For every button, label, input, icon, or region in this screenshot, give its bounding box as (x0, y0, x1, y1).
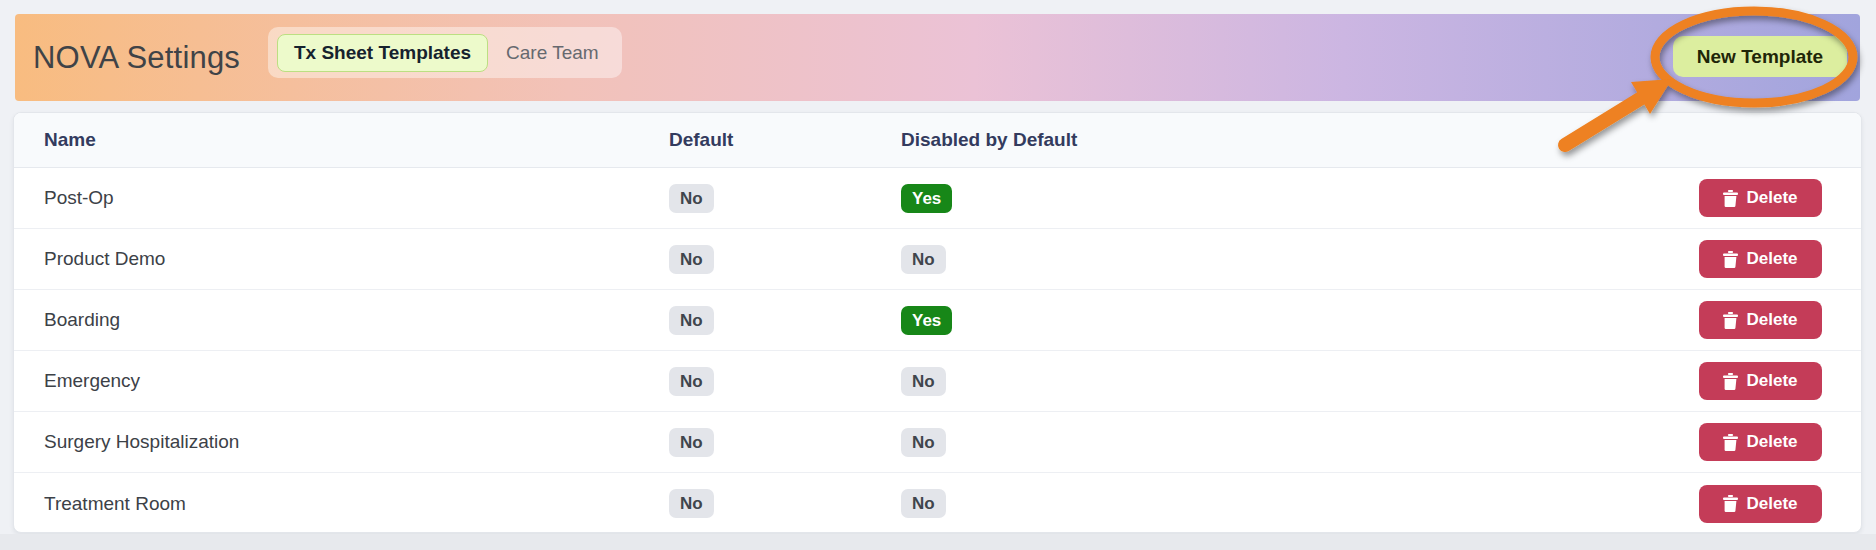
disabled-by-default-badge: Yes (901, 306, 952, 335)
default-badge: No (669, 367, 714, 396)
column-header-name: Name (44, 129, 669, 151)
trash-icon (1723, 312, 1738, 329)
trash-icon (1723, 434, 1738, 451)
default-badge: No (669, 245, 714, 274)
column-header-disabled-by-default: Disabled by Default (901, 129, 1697, 151)
delete-button[interactable]: Delete (1699, 362, 1822, 400)
table-header-row: Name Default Disabled by Default (14, 113, 1861, 168)
template-name: Boarding (44, 309, 669, 331)
table-row: Product Demo No No Delete (14, 229, 1861, 290)
table-row: Post-Op No Yes Delete (14, 168, 1861, 229)
tab-group: Tx Sheet Templates Care Team (268, 27, 622, 78)
tab-tx-sheet-templates[interactable]: Tx Sheet Templates (277, 34, 488, 72)
delete-button-label: Delete (1746, 310, 1797, 330)
disabled-by-default-badge: Yes (901, 184, 952, 213)
new-template-button[interactable]: New Template (1673, 36, 1847, 77)
delete-button-label: Delete (1746, 432, 1797, 452)
delete-button-label: Delete (1746, 371, 1797, 391)
disabled-by-default-badge: No (901, 367, 946, 396)
table-row: Surgery Hospitalization No No Delete (14, 412, 1861, 473)
trash-icon (1723, 190, 1738, 207)
default-badge: No (669, 489, 714, 518)
tab-care-team[interactable]: Care Team (492, 34, 613, 72)
delete-button[interactable]: Delete (1699, 301, 1822, 339)
disabled-by-default-badge: No (901, 245, 946, 274)
template-name: Surgery Hospitalization (44, 431, 669, 453)
template-name: Treatment Room (44, 493, 669, 515)
trash-icon (1723, 373, 1738, 390)
table-row: Boarding No Yes Delete (14, 290, 1861, 351)
template-name: Post-Op (44, 187, 669, 209)
delete-button[interactable]: Delete (1699, 240, 1822, 278)
trash-icon (1723, 495, 1738, 512)
delete-button[interactable]: Delete (1699, 423, 1822, 461)
disabled-by-default-badge: No (901, 428, 946, 457)
trash-icon (1723, 251, 1738, 268)
default-badge: No (669, 428, 714, 457)
templates-table-card: Name Default Disabled by Default Post-Op… (13, 112, 1862, 533)
template-name: Emergency (44, 370, 669, 392)
default-badge: No (669, 306, 714, 335)
column-header-default: Default (669, 129, 901, 151)
page-bottom-strip (0, 534, 1876, 550)
delete-button-label: Delete (1746, 494, 1797, 514)
table-row: Treatment Room No No Delete (14, 473, 1861, 533)
default-badge: No (669, 184, 714, 213)
delete-button[interactable]: Delete (1699, 485, 1822, 523)
delete-button-label: Delete (1746, 249, 1797, 269)
table-row: Emergency No No Delete (14, 351, 1861, 412)
delete-button[interactable]: Delete (1699, 179, 1822, 217)
page-title: NOVA Settings (33, 40, 240, 76)
template-name: Product Demo (44, 248, 669, 270)
disabled-by-default-badge: No (901, 489, 946, 518)
delete-button-label: Delete (1746, 188, 1797, 208)
settings-header-bar: NOVA Settings Tx Sheet Templates Care Te… (15, 14, 1860, 101)
